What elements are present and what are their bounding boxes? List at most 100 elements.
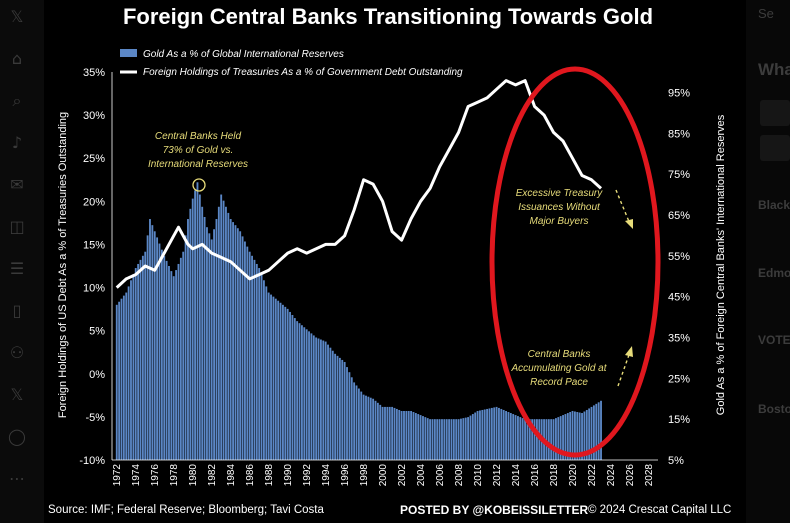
trend-item[interactable]: Black — [758, 198, 790, 212]
x-logo-icon[interactable]: 𝕏 — [10, 7, 24, 26]
gold-bar — [464, 417, 467, 460]
lists-icon[interactable]: ☰ — [9, 259, 25, 278]
gold-bar — [149, 219, 151, 460]
gold-bar — [452, 419, 455, 460]
gold-bar — [130, 280, 132, 460]
right-tick-label: 75% — [668, 169, 690, 181]
gold-bar — [376, 402, 379, 460]
trend-item[interactable]: VOTE — [758, 333, 790, 347]
gold-bar — [448, 419, 451, 460]
grok-icon[interactable]: ◫ — [9, 217, 25, 236]
right-tick-label: 25% — [668, 373, 690, 385]
gold-bar — [272, 296, 275, 460]
x-tick-label: 2006 — [435, 464, 446, 487]
gold-bar — [476, 410, 479, 460]
gold-bar — [590, 406, 593, 460]
foreign-holdings-line — [115, 79, 603, 289]
gold-bar — [279, 302, 282, 460]
mail-icon[interactable]: ✉ — [10, 175, 24, 194]
gold-bar — [400, 410, 403, 460]
gold-bar — [521, 418, 524, 460]
gold-bar — [386, 406, 389, 460]
arrowhead-icon — [625, 346, 633, 357]
gold-bar — [194, 190, 197, 460]
gold-bar — [346, 367, 348, 460]
bell-icon[interactable]: ♪ — [11, 133, 23, 152]
gold-bar — [196, 182, 199, 460]
gold-bar — [573, 411, 576, 460]
gold-bar — [160, 249, 163, 460]
gold-bar — [232, 222, 234, 460]
gold-bar — [338, 357, 341, 460]
gold-bar — [310, 333, 313, 460]
search-fragment[interactable]: Se — [758, 6, 774, 21]
x-tick-label: 1988 — [264, 464, 275, 487]
gold-bar — [298, 323, 301, 460]
copyright-text: © 2024 Crescat Capital LLC — [588, 504, 731, 516]
legend-bar-swatch — [120, 49, 137, 57]
left-tick-label: 30% — [83, 110, 105, 122]
gold-bar — [286, 308, 289, 460]
gold-bar — [258, 268, 261, 460]
gold-bar — [225, 206, 227, 460]
gold-bar — [559, 416, 562, 460]
x-tick-label: 2014 — [511, 464, 522, 487]
x-tick-label: 2028 — [644, 464, 655, 487]
more-icon[interactable]: ⋯ — [9, 469, 25, 488]
gold-bar — [305, 329, 308, 460]
heading-fragment: Wha — [758, 60, 790, 79]
left-axis-ticks: 35% 30% 25% 20% 15% 10% 5% 0% -5% -10% — [79, 67, 105, 467]
gold-bar — [115, 304, 118, 460]
gold-bar — [569, 412, 572, 460]
gold-bar — [317, 338, 320, 460]
trend-item[interactable]: Edmo — [758, 266, 790, 280]
search-icon[interactable]: ⌕ — [12, 91, 22, 110]
legend-holdings-label: Foreign Holdings of Treasuries As a % of… — [143, 67, 463, 78]
home-icon[interactable]: ⌂ — [11, 49, 23, 68]
left-tick-label: 0% — [89, 369, 105, 381]
gold-bar — [329, 347, 332, 460]
peak-highlight-circle — [192, 178, 206, 192]
x-tick-label: 2000 — [378, 464, 389, 487]
gold-bar — [600, 400, 602, 460]
annotation-line: International Reserves — [148, 159, 248, 170]
trend-thumbnail[interactable] — [760, 135, 790, 161]
gold-bar — [187, 219, 189, 460]
gold-bar — [450, 419, 453, 460]
gold-bar — [519, 417, 522, 460]
gold-bar — [220, 194, 223, 460]
gold-bar — [514, 415, 517, 460]
gold-bar — [372, 398, 375, 460]
gold-bar — [531, 419, 534, 460]
profile-icon[interactable]: ◯ — [8, 427, 26, 446]
communities-icon[interactable]: ⚇ — [9, 343, 25, 362]
gold-bar — [429, 419, 432, 460]
gold-bar — [581, 413, 583, 460]
left-tick-label: -5% — [85, 412, 105, 424]
gold-bar — [422, 416, 424, 460]
x-tick-label: 1976 — [150, 464, 161, 487]
gold-bar — [460, 418, 462, 460]
gold-bar — [282, 304, 284, 460]
gold-bar — [263, 280, 265, 460]
gold-bar — [141, 255, 144, 460]
gold-bar — [405, 410, 408, 460]
trend-item[interactable]: Bosto — [758, 402, 790, 416]
x-premium-icon[interactable]: 𝕏 — [10, 385, 24, 404]
gold-bar — [488, 408, 491, 460]
gold-bar — [474, 412, 477, 460]
x-tick-label: 1972 — [112, 464, 123, 487]
gold-bar — [469, 415, 472, 460]
gold-bar — [122, 295, 125, 460]
trend-thumbnail[interactable] — [760, 100, 790, 126]
gold-bar — [490, 407, 493, 460]
gold-bar — [391, 406, 394, 460]
gold-bar — [341, 359, 344, 460]
bookmark-icon[interactable]: ▯ — [12, 301, 22, 320]
right-sidebar: Se Wha Black Edmo VOTE Bosto — [746, 0, 790, 523]
gold-bar — [533, 419, 536, 460]
annotation-line: Issuances Without — [518, 202, 601, 213]
gold-bar — [151, 225, 154, 460]
left-tick-label: -10% — [79, 455, 105, 467]
gold-bar — [201, 206, 204, 460]
